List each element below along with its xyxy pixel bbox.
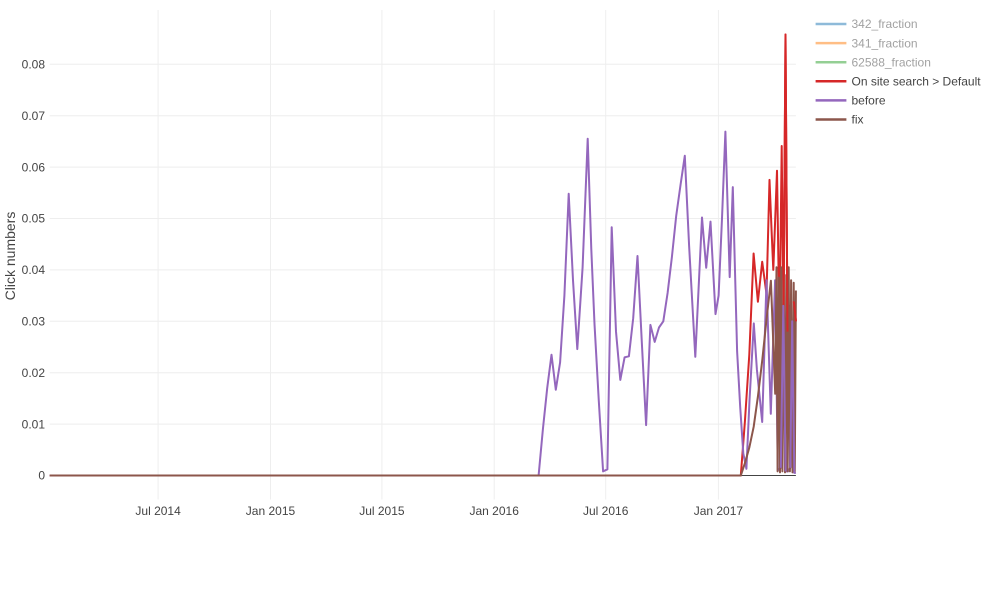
svg-text:341_fraction: 341_fraction (852, 36, 918, 50)
svg-text:Jul 2016: Jul 2016 (583, 504, 629, 518)
svg-text:Jul 2015: Jul 2015 (359, 504, 405, 518)
svg-text:62588_fraction: 62588_fraction (852, 55, 931, 69)
svg-text:Click numbers: Click numbers (2, 212, 18, 301)
svg-text:0.08: 0.08 (22, 58, 46, 72)
svg-text:Jan 2015: Jan 2015 (246, 504, 296, 518)
svg-text:0.06: 0.06 (22, 160, 46, 174)
svg-text:0.07: 0.07 (22, 109, 46, 123)
svg-text:Jan 2016: Jan 2016 (470, 504, 520, 518)
svg-text:0: 0 (38, 469, 45, 483)
svg-text:342_fraction: 342_fraction (852, 17, 918, 31)
svg-text:0.01: 0.01 (22, 417, 46, 431)
svg-text:fix: fix (852, 113, 864, 127)
svg-text:On site search > Default: On site search > Default (852, 75, 982, 89)
svg-text:Jan 2017: Jan 2017 (694, 504, 744, 518)
svg-text:Jul 2014: Jul 2014 (135, 504, 181, 518)
svg-text:before: before (852, 94, 886, 108)
svg-text:0.04: 0.04 (22, 263, 46, 277)
svg-text:0.03: 0.03 (22, 315, 46, 329)
svg-text:0.05: 0.05 (22, 212, 46, 226)
svg-text:0.02: 0.02 (22, 366, 46, 380)
